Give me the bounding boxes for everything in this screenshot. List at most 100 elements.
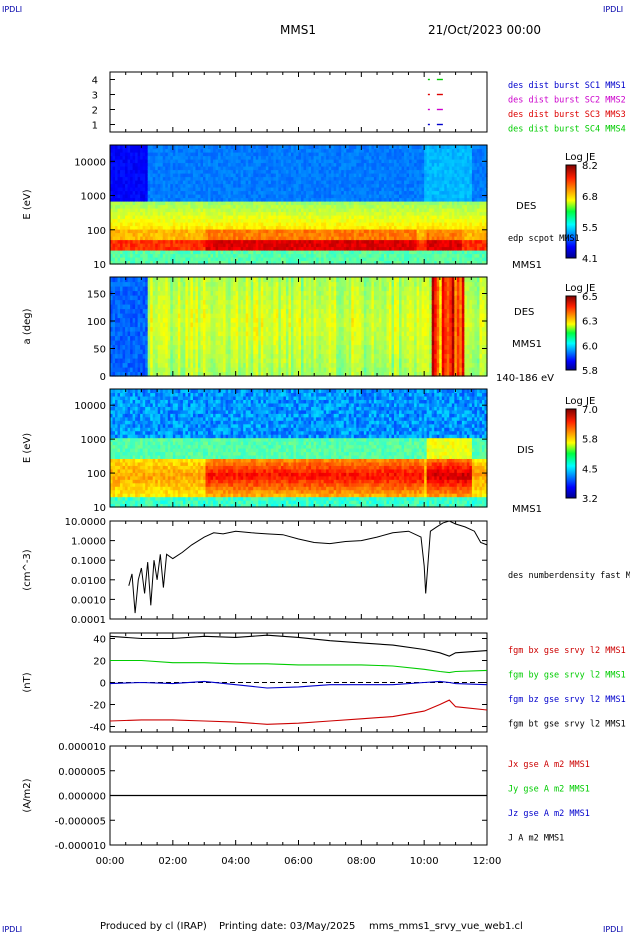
- heatmap-cell: [175, 201, 179, 206]
- heatmap-cell: [328, 229, 332, 234]
- heatmap-cell: [195, 225, 199, 230]
- heatmap-cell: [185, 194, 189, 199]
- heatmap-cell: [205, 215, 209, 220]
- heatmap-cell: [280, 159, 285, 164]
- heatmap-cell: [268, 232, 272, 237]
- heatmap-cell: [180, 250, 184, 255]
- heatmap-cell: [220, 236, 224, 241]
- heatmap-cell: [235, 166, 239, 171]
- heatmap-cell: [233, 166, 237, 171]
- heatmap-cell: [250, 187, 254, 192]
- heatmap-cell: [165, 152, 169, 157]
- heatmap-cell: [125, 239, 129, 244]
- heatmap-cell: [167, 173, 171, 178]
- heatmap-cell: [248, 208, 252, 213]
- heatmap-cell: [306, 180, 310, 185]
- heatmap-cell: [295, 197, 300, 202]
- heatmap-cell: [187, 159, 192, 164]
- heatmap-cell: [258, 239, 262, 244]
- heatmap-cell: [220, 190, 224, 195]
- heatmap-cell: [278, 243, 282, 248]
- heatmap-cell: [150, 197, 154, 202]
- heatmap-cell: [157, 148, 161, 153]
- heatmap-cell: [316, 194, 320, 199]
- heatmap-cell: [167, 176, 171, 181]
- heatmap-cell: [160, 173, 164, 178]
- corner-label-bottom-left: IPDLI: [2, 925, 22, 934]
- heatmap-cell: [275, 201, 279, 206]
- heatmap-cell: [265, 180, 269, 185]
- heatmap-cell: [115, 232, 119, 237]
- heatmap-cell: [172, 260, 176, 265]
- heatmap-cell: [205, 246, 209, 251]
- heatmap-cell: [170, 194, 174, 199]
- heatmap-cell: [225, 173, 229, 178]
- heatmap-cell: [311, 215, 315, 220]
- heatmap-cell: [311, 173, 315, 178]
- heatmap-cell: [243, 204, 247, 209]
- heatmap-cell: [258, 194, 262, 199]
- heatmap-cell: [187, 194, 192, 199]
- heatmap-cell: [115, 253, 119, 258]
- heatmap-cell: [200, 239, 204, 244]
- heatmap-cell: [235, 211, 239, 216]
- heatmap-cell: [308, 236, 312, 241]
- heatmap-cell: [258, 187, 262, 192]
- heatmap-cell: [308, 218, 312, 223]
- heatmap-cell: [200, 173, 204, 178]
- heatmap-cell: [255, 229, 259, 234]
- heatmap-cell: [313, 173, 317, 178]
- corner-label-top-right: IPDLI: [603, 5, 623, 14]
- heatmap-cell: [323, 197, 327, 202]
- heatmap-cell: [145, 229, 149, 234]
- heatmap-cell: [240, 208, 244, 213]
- legend-entry: des dist burst SC1 MMS1: [508, 81, 626, 91]
- heatmap-cell: [215, 246, 219, 251]
- heatmap-cell: [275, 187, 279, 192]
- heatmap-cell: [172, 145, 176, 150]
- heatmap-cell: [288, 232, 292, 237]
- heatmap-cell: [323, 218, 327, 223]
- heatmap-cell: [185, 197, 189, 202]
- heatmap-cell: [255, 232, 259, 237]
- heatmap-cell: [326, 145, 330, 150]
- heatmap-cell: [225, 176, 229, 181]
- heatmap-cell: [230, 208, 234, 213]
- heatmap-cell: [180, 169, 184, 174]
- heatmap-cell: [150, 152, 154, 157]
- heatmap-cell: [245, 190, 249, 195]
- heatmap-cell: [200, 194, 204, 199]
- heatmap-cell: [260, 183, 264, 188]
- heatmap-cell: [192, 152, 197, 157]
- heatmap-cell: [208, 222, 212, 227]
- heatmap-cell: [268, 201, 272, 206]
- heatmap-cell: [175, 197, 179, 202]
- heatmap-cell: [145, 190, 149, 195]
- heatmap-cell: [223, 187, 227, 192]
- heatmap-cell: [125, 225, 129, 230]
- heatmap-cell: [311, 155, 315, 160]
- heatmap-cell: [197, 183, 202, 188]
- heatmap-cell: [190, 148, 194, 153]
- heatmap-cell: [120, 180, 124, 185]
- heatmap-cell: [228, 148, 232, 153]
- heatmap-cell: [321, 148, 325, 153]
- heatmap-cell: [157, 187, 161, 192]
- heatmap-cell: [120, 246, 124, 251]
- heatmap-cell: [180, 229, 184, 234]
- heatmap-cell: [280, 232, 285, 237]
- heatmap-cell: [223, 229, 227, 234]
- heatmap-cell: [200, 229, 204, 234]
- heatmap-cell: [321, 159, 325, 164]
- legend-entry: des dist burst SC3 MMS3: [508, 110, 626, 120]
- heatmap-cell: [306, 257, 310, 262]
- heatmap-cell: [145, 239, 149, 244]
- heatmap-cell: [303, 204, 307, 209]
- heatmap-cell: [321, 222, 325, 227]
- heatmap-cell: [157, 229, 161, 234]
- heatmap-cell: [157, 145, 161, 150]
- heatmap-cell: [167, 236, 171, 241]
- heatmap-cell: [147, 194, 151, 199]
- heatmap-cell: [127, 190, 131, 195]
- heatmap-cell: [258, 243, 262, 248]
